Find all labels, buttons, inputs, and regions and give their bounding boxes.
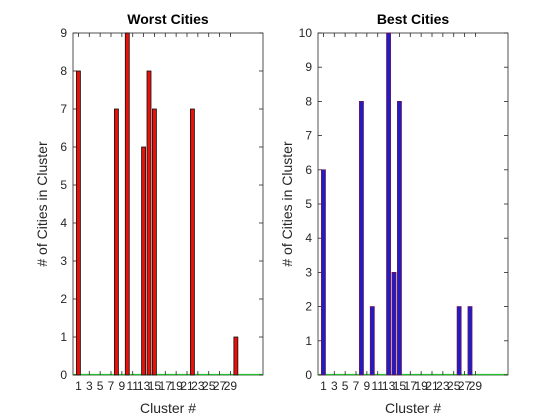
bar [321,169,326,376]
x-tick-label: 15 [393,379,407,393]
x-tick-label: 1 [320,379,327,393]
x-tick-label: 23 [191,379,205,393]
x-tick-label: 19 [414,379,428,393]
plot-area [72,32,264,376]
y-tick-label: 5 [305,197,312,211]
y-tick-label: 8 [60,64,67,78]
y-tick-label: 6 [60,140,67,154]
bar [190,108,195,376]
x-tick-label: 9 [364,379,371,393]
x-tick-label: 27 [213,379,227,393]
x-tick-label: 5 [342,379,349,393]
y-tick-label: 2 [60,292,67,306]
bar [146,70,152,376]
y-tick-label: 0 [305,368,312,382]
y-tick-label: 9 [305,60,312,74]
chart-title: Best Cities [377,11,450,27]
y-tick-label: 0 [60,368,67,382]
worst-cities-chart: Worst Cities # of Cities in Cluster Clus… [34,11,264,416]
x-axis-label: Cluster # [385,400,441,416]
x-tick-label: 5 [97,379,104,393]
x-tick-label: 21 [180,379,194,393]
plot-area [317,32,509,376]
x-tick-label: 3 [86,379,93,393]
y-tick-label: 9 [60,26,67,40]
x-tick-label: 29 [224,379,238,393]
x-tick-label: 19 [169,379,183,393]
x-tick-label: 7 [353,379,360,393]
x-tick-label: 17 [404,379,418,393]
x-tick-label: 23 [436,379,450,393]
best-cities-chart: Best Cities # of Cities in Cluster Clust… [279,11,509,416]
y-tick-label: 4 [60,216,67,230]
y-tick-label: 5 [60,178,67,192]
bar [233,336,239,376]
y-tick-label: 3 [60,254,67,268]
bar [114,108,119,376]
chart-title: Worst Cities [127,11,209,27]
y-tick-label: 3 [305,265,312,279]
y-tick-label: 7 [60,102,67,116]
y-tick-label: 1 [60,330,67,344]
x-tick-label: 1 [75,379,82,393]
x-tick-label: 13 [382,379,396,393]
x-tick-label: 11 [371,379,384,393]
bar [359,101,364,376]
bar [76,70,81,376]
y-axis-label: # of Cities in Cluster [34,141,50,267]
y-tick-label: 8 [305,94,312,108]
bar [369,306,375,376]
x-tick-label: 15 [148,379,162,393]
bar [391,271,397,376]
x-tick-label: 11 [126,379,139,393]
x-axis-label: Cluster # [140,400,196,416]
y-tick-label: 2 [305,300,312,314]
bar [386,32,391,376]
y-tick-label: 1 [305,334,312,348]
bar [124,32,130,376]
y-tick-label: 4 [305,231,312,245]
y-axis-label: # of Cities in Cluster [279,141,295,267]
bar [141,146,146,376]
bar [152,108,157,376]
x-tick-label: 21 [425,379,439,393]
y-tick-label: 7 [305,129,312,143]
x-tick-label: 25 [202,379,216,393]
bar [397,101,402,376]
x-tick-label: 9 [119,379,126,393]
bar [456,306,462,376]
x-tick-label: 3 [331,379,338,393]
x-tick-label: 29 [469,379,483,393]
x-tick-label: 25 [447,379,461,393]
y-tick-label: 10 [299,26,313,40]
x-tick-label: 13 [137,379,151,393]
x-tick-label: 7 [108,379,115,393]
y-tick-label: 6 [305,163,312,177]
x-tick-label: 27 [458,379,472,393]
bar [467,306,473,376]
x-tick-label: 17 [159,379,173,393]
